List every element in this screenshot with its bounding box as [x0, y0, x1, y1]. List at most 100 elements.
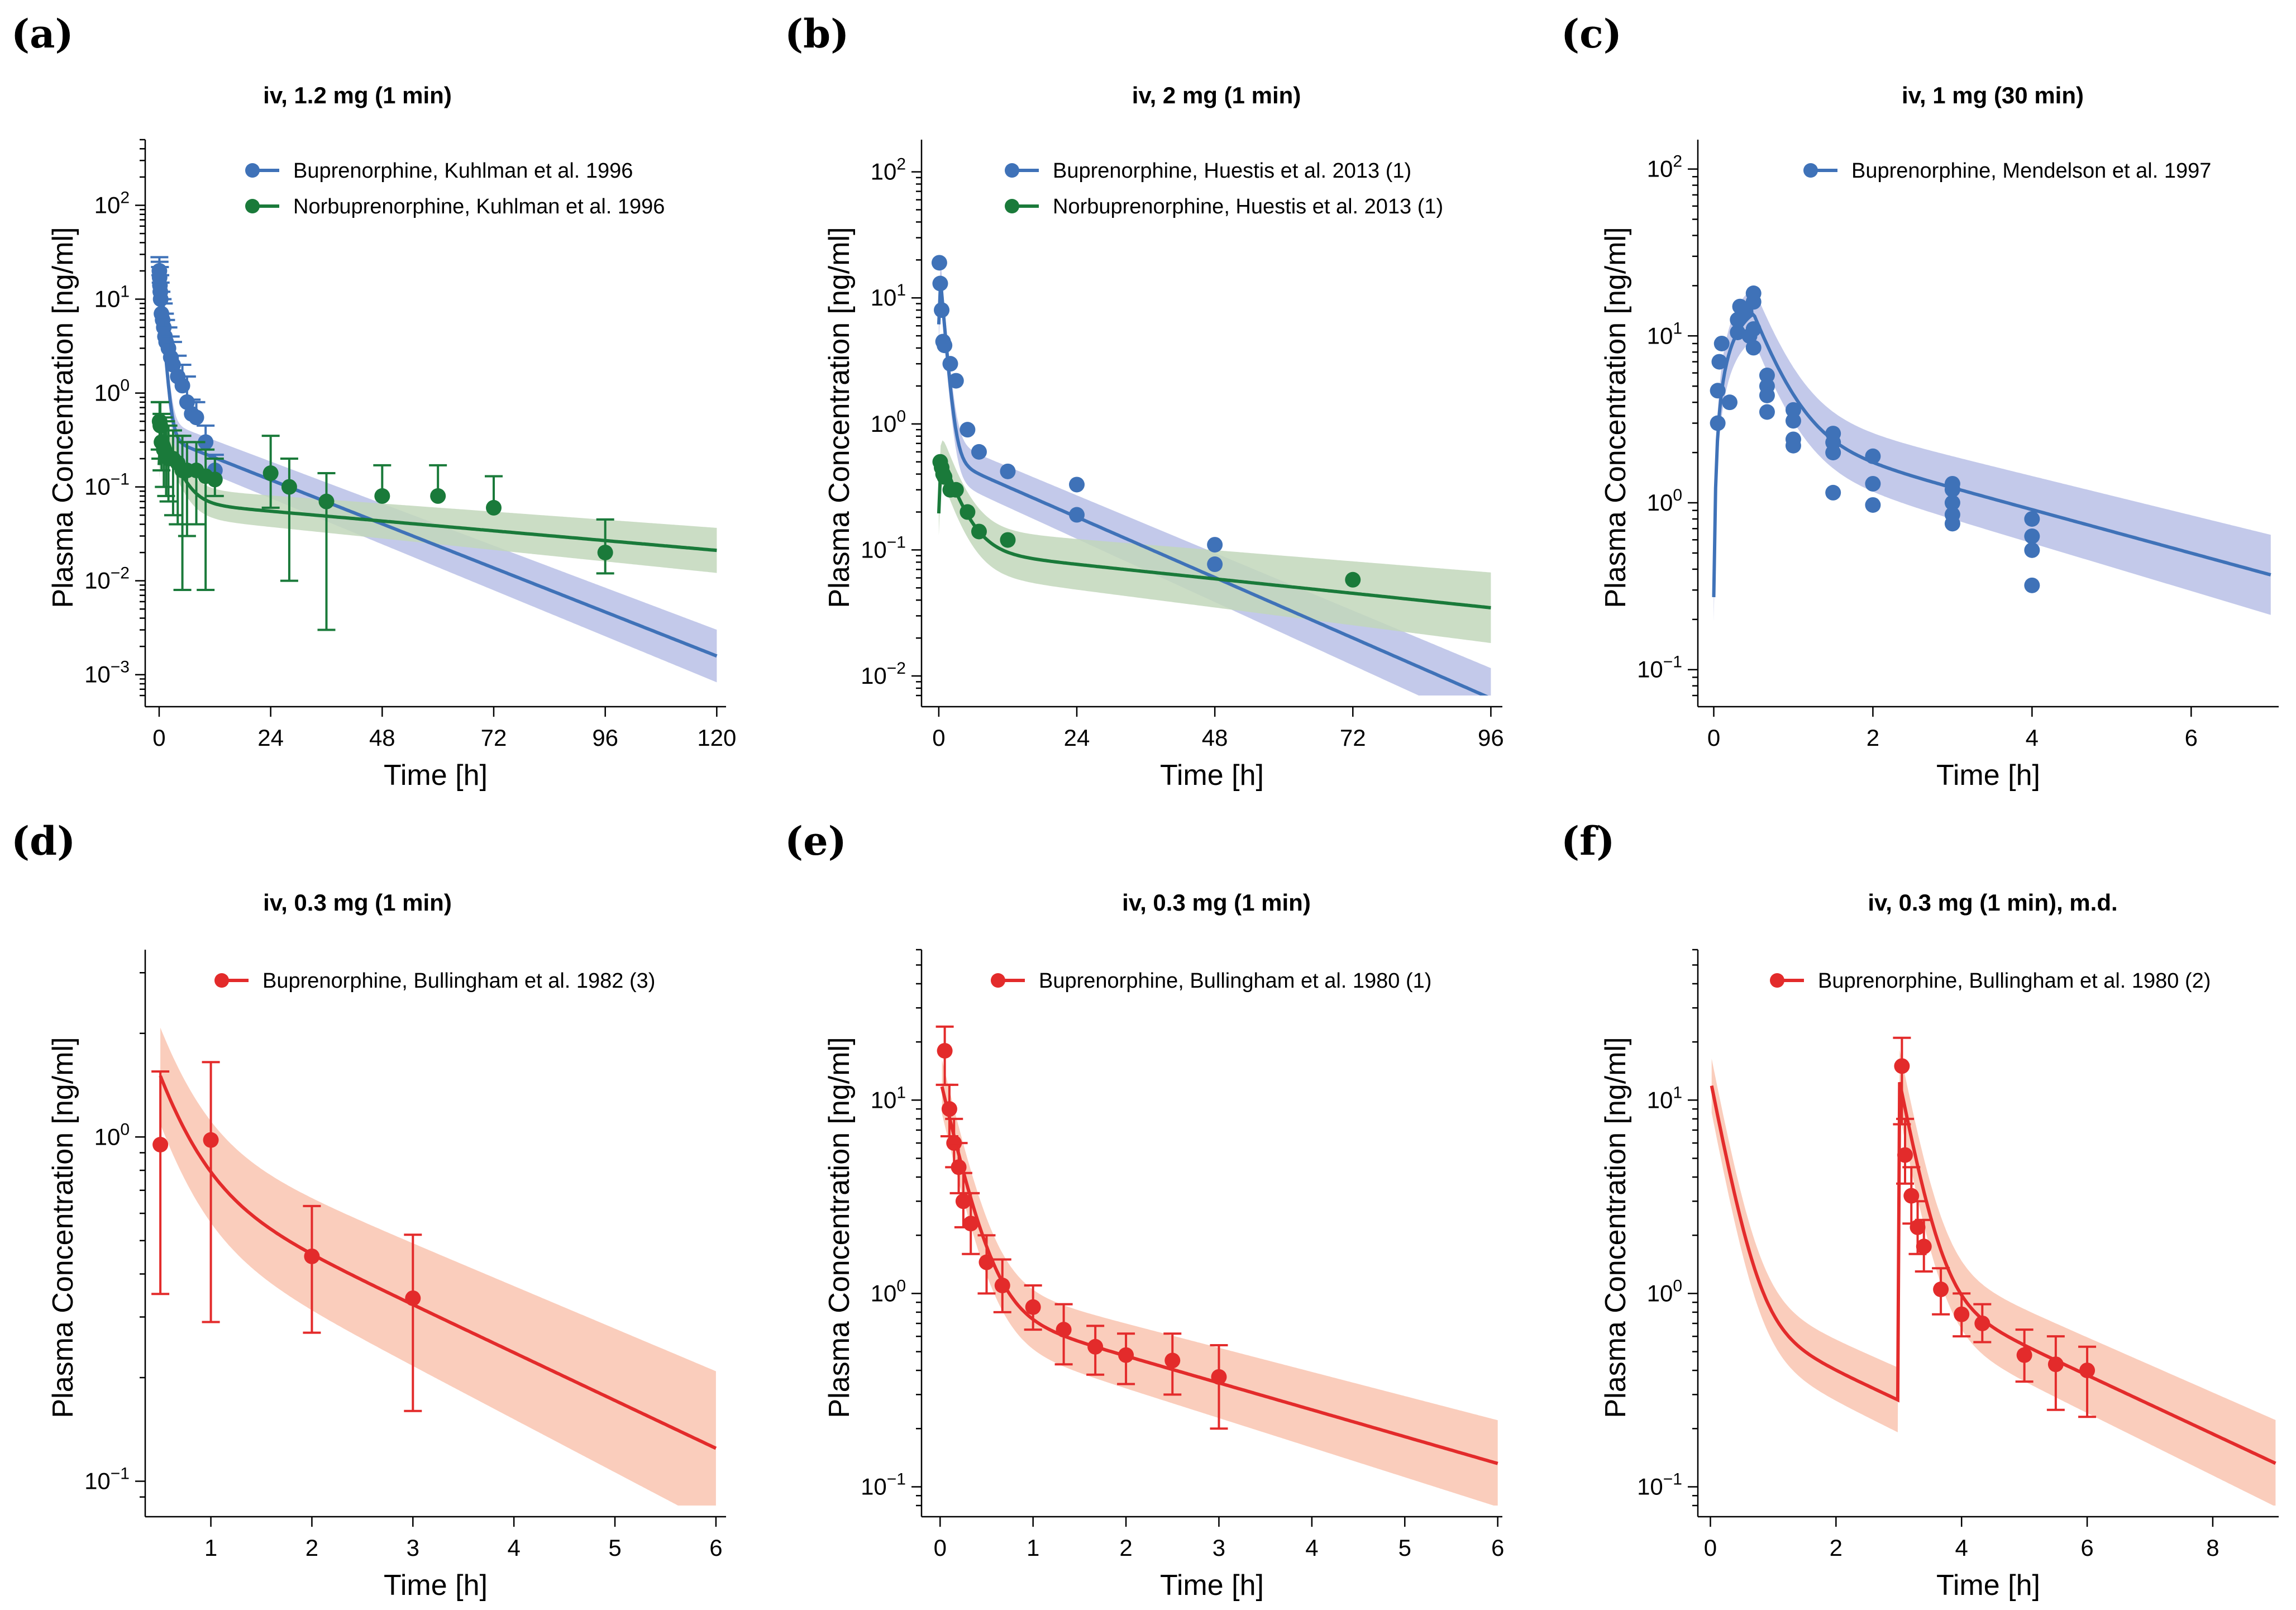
y-tick-label: 101	[871, 1083, 906, 1113]
x-tick-label: 72	[481, 725, 507, 751]
data-point	[1711, 354, 1727, 370]
data-point	[941, 1101, 957, 1117]
data-point	[1865, 497, 1881, 513]
legend-marker	[1803, 163, 1818, 178]
prediction-line-0	[1710, 1082, 2276, 1465]
data-point	[597, 545, 613, 561]
prediction-band-0	[1713, 288, 2271, 622]
legend-label: Norbuprenorphine, Kuhlman et al. 1996	[293, 195, 665, 218]
x-tick-label: 4	[1305, 1535, 1318, 1561]
data-point	[1944, 495, 1960, 511]
y-tick-label: 10−1	[1637, 653, 1682, 683]
x-axis-label: Time [h]	[1160, 759, 1264, 792]
data-point	[1897, 1147, 1913, 1163]
data-point	[934, 302, 950, 318]
x-tick-label: 0	[934, 1535, 947, 1561]
data-point	[1944, 482, 1960, 498]
legend-label: Buprenorphine, Bullingham et al. 1982 (3…	[262, 969, 655, 993]
data-point	[1000, 463, 1016, 479]
x-tick-label: 0	[1704, 1535, 1717, 1561]
y-axis-label: Plasma Concentration [ng/ml]	[1600, 227, 1632, 608]
plot-area	[931, 255, 1491, 696]
data-point	[1721, 394, 1737, 411]
y-tick-label: 102	[871, 155, 906, 185]
chart-panel-b: (b) iv, 2 mg (1 min) 0 24 48 72 96 10−2 10−1 100 1…	[785, 11, 1504, 792]
x-tick-label: 8	[2206, 1535, 2219, 1561]
x-tick-label: 5	[1398, 1535, 1411, 1561]
x-tick-label: 2	[306, 1535, 318, 1561]
data-point	[281, 479, 297, 495]
y-tick-label: 10−2	[84, 564, 130, 594]
x-axis-label: Time [h]	[384, 759, 488, 792]
data-point	[963, 1216, 979, 1232]
prediction-line-0	[1712, 312, 2271, 597]
y-axis-label: Plasma Concentration [ng/ml]	[47, 227, 79, 608]
data-point	[1759, 404, 1775, 420]
data-point	[304, 1248, 320, 1264]
panel-letter: (d)	[11, 818, 75, 864]
data-point	[937, 337, 953, 354]
data-point	[932, 275, 948, 292]
x-tick-label: 0	[932, 725, 945, 751]
data-point	[1745, 285, 1762, 302]
legend-label: Buprenorphine, Bullingham et al. 1980 (1…	[1039, 969, 1431, 993]
prediction-line-0	[159, 1075, 717, 1450]
x-tick-label: 1	[204, 1535, 217, 1561]
data-point	[203, 1132, 219, 1148]
x-tick-label: 3	[407, 1535, 419, 1561]
x-tick-label: 24	[257, 725, 284, 751]
data-point	[1825, 445, 1841, 461]
legend-marker	[245, 163, 260, 178]
data-point	[152, 1137, 169, 1152]
data-point	[971, 444, 987, 460]
data-point	[2024, 542, 2040, 558]
legend-entry: Buprenorphine, Mendelson et al. 1997	[1803, 159, 2211, 183]
data-point	[1903, 1188, 1920, 1204]
x-tick-label: 48	[369, 725, 395, 751]
y-tick-label: 10−2	[861, 659, 906, 689]
y-axis-label: Plasma Concentration [ng/ml]	[823, 227, 856, 608]
y-tick-label: 10−1	[861, 1470, 906, 1499]
data-point	[948, 482, 964, 498]
data-point	[2024, 511, 2040, 527]
x-tick-label: 2	[1119, 1535, 1132, 1561]
data-point	[1825, 484, 1841, 501]
y-tick-label: 101	[94, 283, 130, 312]
panel-letter: (a)	[11, 11, 74, 57]
y-tick-label: 101	[1647, 1083, 1682, 1113]
prediction-band-0	[160, 1027, 716, 1506]
prediction-band-0	[159, 282, 717, 683]
data-point	[486, 499, 502, 516]
data-point	[1865, 475, 1881, 492]
chart-panel-c: (c) iv, 1 mg (30 min) 0 2 4 6 10−1 100 101 102 Tim…	[1561, 11, 2279, 792]
y-tick-label: 100	[1647, 1276, 1682, 1306]
panel-letter: (e)	[785, 818, 847, 864]
y-tick-label: 10−1	[861, 533, 906, 563]
data-point	[951, 1159, 967, 1175]
data-point	[1207, 537, 1223, 553]
prediction-band-0	[942, 1059, 1498, 1506]
legend-entry: Buprenorphine, Kuhlman et al. 1996	[245, 159, 633, 183]
chart-panel-a: (a) iv, 1.2 mg (1 min) 0 24 48 72 96 120 10−3 10−…	[11, 11, 736, 792]
data-point	[198, 434, 214, 450]
data-point	[1710, 415, 1726, 431]
y-axis-label: Plasma Concentration [ng/ml]	[823, 1037, 856, 1418]
prediction-band-0	[1711, 1050, 2276, 1506]
data-point	[1710, 383, 1726, 399]
prediction-band-1	[159, 415, 717, 573]
data-point	[1785, 437, 1801, 454]
data-point	[1759, 387, 1775, 403]
plot-area	[935, 1025, 1498, 1506]
x-tick-label: 96	[592, 725, 618, 751]
data-point	[937, 469, 953, 485]
y-tick-label: 101	[1647, 319, 1682, 349]
chart-panel-f: (f) iv, 0.3 mg (1 min), m.d. 0 2 4 6 8 10−1 100 1…	[1561, 818, 2279, 1602]
x-tick-label: 1	[1027, 1535, 1039, 1561]
legend-marker	[991, 973, 1005, 988]
data-point	[1069, 477, 1085, 493]
x-tick-label: 3	[1213, 1535, 1225, 1561]
data-point	[960, 504, 976, 520]
data-point	[262, 465, 279, 482]
x-tick-label: 2	[1867, 725, 1879, 751]
